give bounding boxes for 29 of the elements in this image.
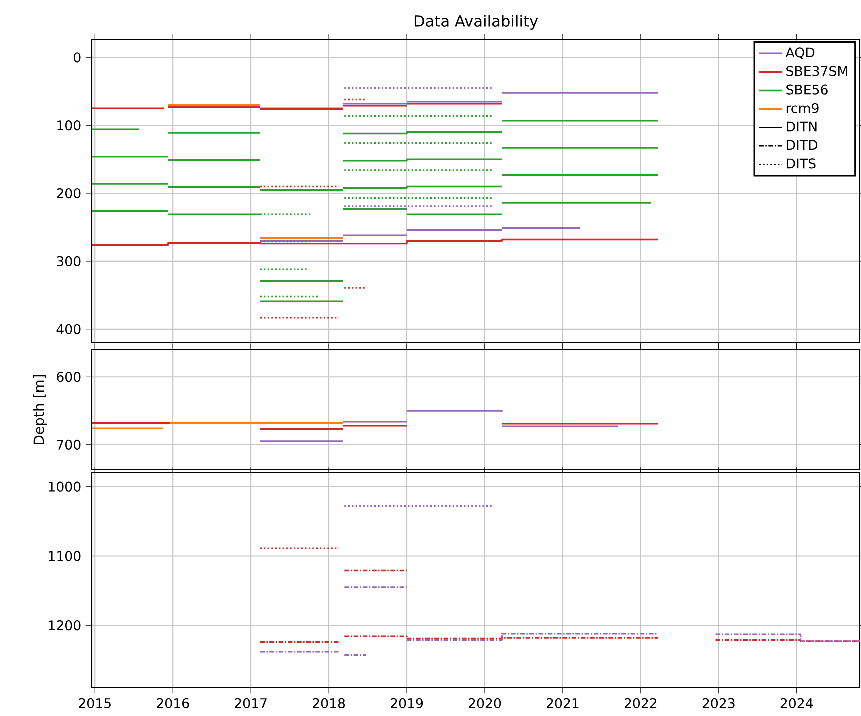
- y-tick-label: 1200: [49, 620, 81, 631]
- chart-title: Data Availability: [414, 15, 538, 30]
- legend-label: rcm9: [786, 103, 819, 114]
- x-tick-label: 2021: [546, 698, 579, 708]
- x-tick-label: 2016: [157, 698, 190, 708]
- x-tick-label: 2024: [780, 698, 814, 708]
- legend-label: SBE56: [786, 84, 828, 95]
- x-tick-label: 2022: [624, 698, 657, 708]
- y-axis-title: Depth [m]: [33, 375, 47, 444]
- legend-label: SBE37SM: [786, 66, 848, 76]
- x-tick-label: 2020: [468, 698, 502, 708]
- x-tick-label: 2015: [79, 698, 111, 708]
- y-tick-label: 600: [57, 372, 81, 382]
- y-tick-label: 0: [74, 52, 81, 63]
- y-tick-label: 400: [56, 324, 81, 334]
- x-tick-label: 2018: [313, 698, 346, 708]
- y-tick-label: 300: [57, 256, 81, 267]
- x-tick-label: 2023: [702, 698, 735, 708]
- y-tick-label: 1000: [49, 482, 81, 492]
- y-tick-label: 100: [58, 120, 81, 131]
- legend-label: DITS: [787, 158, 816, 169]
- y-tick-label: 200: [57, 188, 81, 199]
- y-tick-label: 1100: [49, 551, 81, 562]
- legend-label: DITN: [787, 122, 817, 132]
- x-tick-label: 2017: [235, 698, 267, 708]
- legend-label: AQD: [786, 48, 815, 60]
- legend-label: DITD: [787, 140, 818, 150]
- y-tick-label: 700: [57, 440, 81, 450]
- x-tick-label: 2019: [391, 698, 424, 708]
